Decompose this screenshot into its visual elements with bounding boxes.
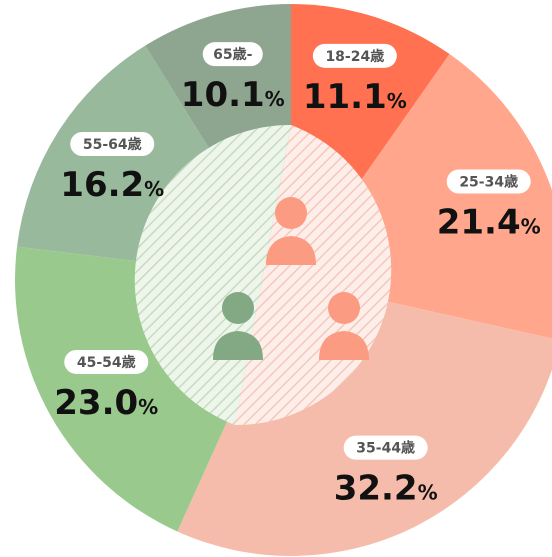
category-label: 18-24歳 [325,48,384,65]
category-label: 35-44歳 [356,440,415,457]
category-pill [70,132,155,157]
value-unit: % [521,214,541,238]
category-pill [312,43,397,68]
value-unit: % [387,89,407,113]
value-number: 23.0 [54,383,138,423]
value-unit: % [144,177,164,201]
person-icon [213,292,263,360]
category-label: 55-64歳 [83,136,142,153]
category-label: 25-34歳 [459,173,518,190]
value-unit: % [265,87,285,111]
value-label: 16.2% [60,165,164,205]
value-label: 23.0% [54,383,158,423]
value-label: 32.2% [334,469,438,509]
category-label: 45-54歳 [77,354,136,371]
center [134,124,392,426]
value-number: 21.4 [437,202,521,242]
value-unit: % [418,481,438,505]
value-label: 10.1% [181,75,285,115]
value-number: 32.2 [334,469,418,509]
value-label: 21.4% [437,202,541,242]
category-pill [446,169,531,194]
value-unit: % [138,395,158,419]
value-label: 11.1% [303,77,407,117]
category-pill [343,435,428,460]
category-pill [64,349,149,374]
person-icon [266,197,369,360]
value-number: 16.2 [60,165,144,205]
category-label: 65歳- [213,46,252,63]
category-pill [202,42,263,67]
value-number: 11.1 [303,77,387,117]
value-number: 10.1 [181,75,265,115]
